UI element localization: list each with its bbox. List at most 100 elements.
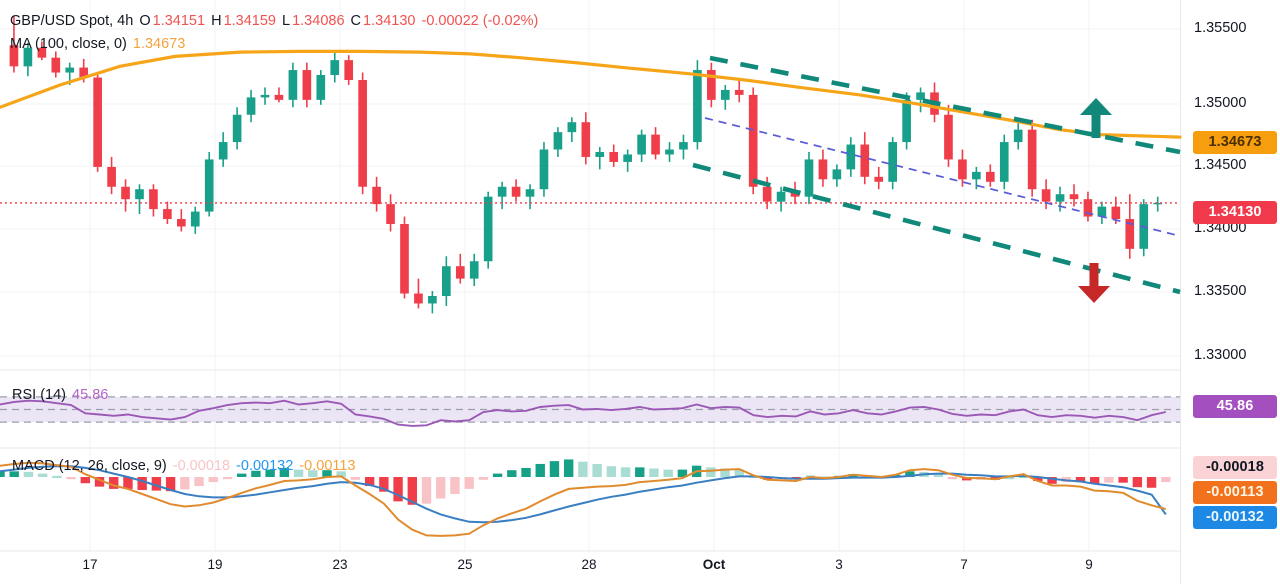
- macd-histogram-bar: [123, 477, 133, 489]
- time-tick-label: Oct: [702, 557, 726, 572]
- candle-body: [1097, 206, 1107, 217]
- macd-histogram-bar: [436, 477, 446, 499]
- candle-body: [65, 67, 75, 73]
- candle-body: [400, 224, 409, 294]
- candle-body: [1083, 199, 1093, 217]
- macd-histogram-bar: [293, 469, 304, 477]
- candle-body: [581, 122, 591, 157]
- price-tick: 1.35000: [1194, 95, 1247, 111]
- candle-body: [637, 134, 646, 155]
- time-tick-label: 7: [960, 557, 968, 572]
- time-tick-label: 19: [207, 557, 223, 572]
- macd-histogram-bar: [222, 477, 233, 480]
- macd-histogram-bar: [1161, 477, 1171, 483]
- macd-line-badge: -0.00113: [1193, 481, 1277, 504]
- macd-histogram-bar: [94, 477, 105, 487]
- macd-line: [0, 461, 1167, 537]
- candle-body: [665, 149, 674, 155]
- macd-histogram-bar: [635, 467, 645, 477]
- candle-body: [525, 189, 535, 197]
- channel-lower-line[interactable]: [692, 162, 1181, 295]
- candle-body: [888, 142, 897, 182]
- time-tick-label: 25: [457, 557, 473, 572]
- macd-histogram-bar: [1104, 477, 1114, 483]
- macd-histogram-bar: [663, 469, 673, 477]
- candle-body: [832, 169, 842, 180]
- inner-trendline[interactable]: [704, 117, 1181, 237]
- time-tick-label: 17: [82, 557, 98, 572]
- candle-body: [1027, 129, 1037, 190]
- macd-histogram-bar: [890, 474, 901, 477]
- macd-histogram-bar: [350, 477, 361, 480]
- candle-body: [260, 94, 270, 98]
- macd-histogram-bar: [308, 470, 318, 477]
- macd-histogram-bar: [393, 477, 403, 502]
- macd-histogram-bar: [464, 477, 474, 489]
- candle-body: [497, 186, 507, 197]
- candle-body: [651, 134, 660, 155]
- trendline-annotation[interactable]: [704, 117, 1181, 237]
- macd-histogram-bar: [606, 466, 617, 477]
- macd-histogram-bar: [66, 477, 76, 480]
- macd-histogram-bar: [421, 477, 432, 504]
- candle-body: [218, 142, 228, 160]
- rsi-panel[interactable]: [0, 396, 1180, 427]
- price-tick: 1.33500: [1194, 283, 1247, 299]
- candle-body: [1125, 219, 1135, 249]
- macd-histogram-bar: [1047, 477, 1057, 484]
- candle-body: [37, 47, 47, 58]
- macd-histogram-bar: [151, 477, 162, 491]
- channel-upper-line[interactable]: [709, 55, 1181, 155]
- current-price-badge: 1.34130: [1193, 201, 1277, 224]
- candlestick-series[interactable]: [9, 15, 1163, 314]
- candle-body: [985, 171, 995, 182]
- candle-body: [707, 70, 716, 100]
- price-tick: 1.34000: [1194, 220, 1247, 236]
- candle-body: [958, 159, 967, 180]
- candle-body: [372, 186, 381, 205]
- candle-body: [818, 159, 828, 180]
- candle-body: [414, 293, 423, 304]
- candle-body: [790, 191, 800, 197]
- candle-body: [23, 47, 33, 67]
- candle-body: [274, 94, 284, 100]
- candle-body: [874, 176, 884, 182]
- candle-body: [567, 122, 577, 133]
- macd-histogram-bar: [137, 477, 147, 491]
- candle-body: [595, 152, 605, 157]
- candle-body: [609, 152, 619, 162]
- up-arrow-icon[interactable]: [1080, 98, 1112, 138]
- macd-histogram-bar: [1146, 477, 1157, 488]
- macd-histogram-bar: [208, 477, 218, 483]
- macd-histogram-bar: [1033, 477, 1043, 481]
- macd-histogram-bar: [492, 473, 503, 477]
- channel-annotation[interactable]: [692, 55, 1181, 295]
- ma100-line[interactable]: [0, 49, 1182, 139]
- candle-body: [539, 149, 549, 190]
- candle-body: [469, 261, 479, 279]
- candle-body: [246, 97, 256, 115]
- candle-body: [483, 196, 493, 262]
- macd-histogram-bar: [279, 467, 290, 477]
- candle-body: [330, 60, 340, 76]
- candle-body: [846, 144, 856, 170]
- macd-histogram-bar: [677, 469, 688, 477]
- candle-body: [1013, 129, 1023, 143]
- macd-histogram-bar: [52, 475, 62, 479]
- candle-body: [999, 142, 1009, 182]
- candle-body: [428, 296, 437, 304]
- macd-histogram-bar: [37, 473, 48, 477]
- candle-body: [190, 211, 200, 227]
- macd-histogram-bar: [407, 477, 417, 505]
- candle-body: [79, 67, 89, 78]
- price-tick: 1.35500: [1194, 20, 1247, 36]
- arrow-annotations[interactable]: [1078, 98, 1112, 303]
- macd-histogram-bar: [0, 471, 5, 477]
- time-axis[interactable]: 17 19 23 25 28 Oct 3 7 9: [0, 551, 1180, 584]
- down-arrow-icon[interactable]: [1078, 263, 1110, 303]
- macd-histogram-bar: [734, 469, 744, 477]
- macd-panel[interactable]: [0, 459, 1171, 537]
- time-tick-label: 23: [332, 557, 348, 572]
